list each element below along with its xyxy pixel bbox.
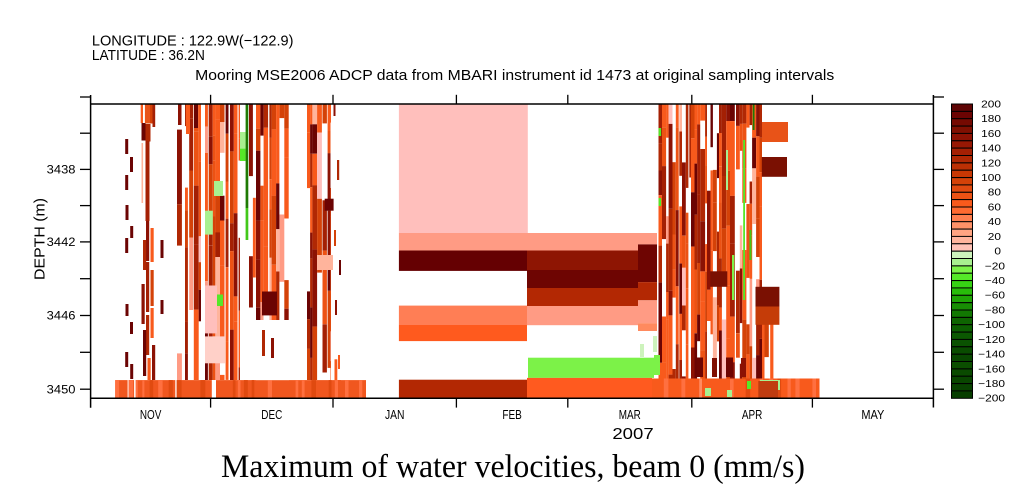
- svg-text:−60: −60: [985, 291, 1006, 302]
- svg-text:180: 180: [981, 114, 1001, 125]
- svg-text:200: 200: [981, 99, 1001, 110]
- svg-text:60: 60: [988, 202, 1002, 213]
- svg-text:40: 40: [988, 217, 1002, 228]
- svg-text:80: 80: [988, 188, 1002, 199]
- svg-text:Maximum of water velocities, b: Maximum of water velocities, beam 0 (mm/…: [221, 449, 805, 485]
- svg-text:−120: −120: [978, 335, 1005, 346]
- svg-text:0: 0: [994, 247, 1001, 258]
- svg-text:−160: −160: [978, 364, 1005, 375]
- svg-text:MAR: MAR: [619, 407, 641, 422]
- svg-text:−180: −180: [978, 379, 1005, 390]
- svg-text:140: 140: [981, 144, 1001, 155]
- svg-text:FEB: FEB: [502, 407, 522, 422]
- svg-text:120: 120: [981, 158, 1001, 169]
- svg-text:APR: APR: [742, 407, 763, 422]
- svg-text:160: 160: [981, 129, 1001, 140]
- svg-text:LATITUDE : 36.2N: LATITUDE : 36.2N: [92, 47, 205, 64]
- svg-text:−20: −20: [985, 261, 1006, 272]
- svg-text:3442: 3442: [47, 237, 76, 249]
- svg-text:JAN: JAN: [385, 407, 405, 422]
- svg-text:−100: −100: [978, 320, 1005, 331]
- svg-text:Mooring MSE2006 ADCP data from: Mooring MSE2006 ADCP data from MBARI ins…: [195, 68, 834, 84]
- svg-text:MAY: MAY: [861, 407, 884, 422]
- svg-text:3446: 3446: [47, 311, 76, 323]
- svg-text:−40: −40: [985, 276, 1006, 287]
- svg-text:DEPTH (m): DEPTH (m): [32, 198, 49, 280]
- svg-text:3450: 3450: [47, 384, 76, 396]
- svg-text:−140: −140: [978, 350, 1005, 361]
- svg-text:DEC: DEC: [261, 407, 282, 422]
- svg-text:2007: 2007: [612, 426, 653, 443]
- svg-text:LONGITUDE : 122.9W(−122.9): LONGITUDE : 122.9W(−122.9): [92, 33, 294, 50]
- svg-text:20: 20: [988, 232, 1002, 243]
- svg-text:−200: −200: [978, 394, 1005, 405]
- svg-text:NOV: NOV: [140, 407, 162, 422]
- svg-text:−80: −80: [985, 305, 1006, 316]
- svg-text:3438: 3438: [47, 165, 76, 177]
- svg-text:100: 100: [981, 173, 1001, 184]
